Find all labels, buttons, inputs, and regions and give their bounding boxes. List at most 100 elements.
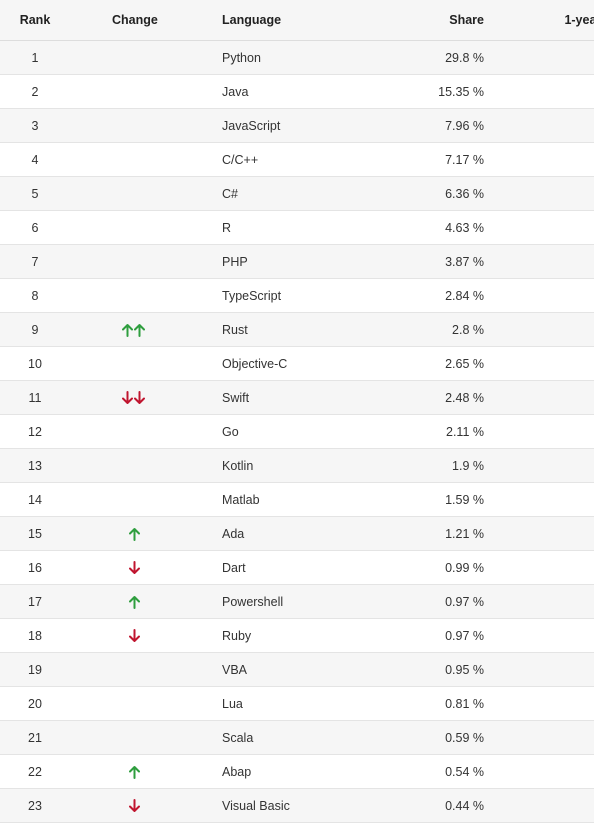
cell-change	[84, 143, 222, 177]
cell-language: Visual Basic	[222, 798, 290, 813]
cell-trend: +0.0 %	[484, 483, 594, 517]
cell-change	[84, 41, 222, 75]
cell-change	[84, 449, 222, 483]
table-row: 1 Python 29.8 %+1.7 %	[0, 40, 594, 75]
cell-change	[84, 313, 222, 347]
cell-trend: -1.0 %	[484, 109, 594, 143]
cell-change	[84, 585, 222, 619]
cell-language: PHP	[222, 254, 248, 269]
cell-share: 6.36 %	[445, 186, 484, 201]
change-indicator	[122, 390, 145, 405]
cell-trend: -0.5 %	[484, 75, 594, 109]
table-row: 19 VBA 0.95 %+0.1 %	[0, 652, 594, 687]
arrow-down-icon	[129, 628, 140, 642]
cell-change	[84, 789, 222, 823]
cell-share: 15.35 %	[438, 84, 484, 99]
cell-language: Abap	[222, 764, 252, 779]
cell-change	[84, 551, 222, 585]
cell-language: Java	[222, 84, 249, 99]
cell-rank: 6	[31, 220, 39, 235]
cell-share: 7.17 %	[445, 152, 484, 167]
arrow-up-icon	[134, 323, 145, 337]
cell-language: Rust	[222, 322, 248, 337]
cell-share: 2.8 %	[452, 322, 484, 337]
cell-language: Ruby	[222, 628, 252, 643]
cell-share: 0.44 %	[445, 798, 484, 813]
table-row: 15 Ada 1.21 %+0.2 %	[0, 516, 594, 551]
cell-rank: 2	[31, 84, 39, 99]
change-indicator	[122, 323, 145, 337]
cell-language: Dart	[222, 560, 246, 575]
cell-share: 1.21 %	[445, 526, 484, 541]
cell-trend: -0.1 %	[484, 551, 594, 585]
cell-rank: 13	[28, 458, 42, 473]
cell-change	[84, 687, 222, 721]
arrow-up-icon	[122, 323, 133, 337]
cell-trend: +0.0 %	[484, 211, 594, 245]
cell-language: Objective-C	[222, 356, 288, 371]
cell-change	[84, 245, 222, 279]
cell-share: 2.84 %	[445, 288, 484, 303]
cell-rank: 15	[28, 526, 42, 541]
table-row: 20 Lua 0.81 %+0.1 %	[0, 686, 594, 721]
cell-change	[84, 517, 222, 551]
cell-language: Swift	[222, 390, 250, 405]
arrow-down-icon	[129, 560, 140, 574]
cell-trend: -0.3 %	[484, 177, 594, 211]
cell-rank: 16	[28, 560, 42, 575]
cell-trend: -0.1 %	[484, 789, 594, 823]
header-rank[interactable]: Rank	[0, 0, 84, 41]
table-row: 16 Dart 0.99 %-0.1 %	[0, 550, 594, 585]
cell-trend: -0.2 %	[484, 381, 594, 415]
cell-language: VBA	[222, 662, 248, 677]
cell-change	[84, 755, 222, 789]
header-language[interactable]: Language	[222, 0, 392, 41]
cell-rank: 5	[31, 186, 39, 201]
cell-change	[84, 109, 222, 143]
table-row: 5 C# 6.36 %-0.3 %	[0, 176, 594, 211]
cell-trend: -0.0 %	[484, 721, 594, 755]
change-indicator	[129, 560, 140, 575]
cell-trend: +0.5 %	[484, 313, 594, 347]
table-row: 14 Matlab 1.59 %+0.0 %	[0, 482, 594, 517]
cell-trend: -0.0 %	[484, 415, 594, 449]
table-header: Rank Change Language Share 1-year trend	[0, 0, 594, 41]
cell-trend: +0.2 %	[484, 517, 594, 551]
cell-share: 2.11 %	[446, 424, 484, 439]
cell-language: C#	[222, 186, 238, 201]
header-trend[interactable]: 1-year trend	[484, 0, 594, 41]
cell-share: 4.63 %	[445, 220, 484, 235]
cell-change	[84, 721, 222, 755]
cell-language: TypeScript	[222, 288, 282, 303]
cell-rank: 14	[28, 492, 42, 507]
cell-share: 7.96 %	[445, 118, 484, 133]
table-row: 7 PHP 3.87 %-0.6 %	[0, 244, 594, 279]
table-row: 17 Powershell 0.97 %+0.0 %	[0, 584, 594, 619]
cell-language: Go	[222, 424, 239, 439]
cell-share: 0.59 %	[445, 730, 484, 745]
cell-change	[84, 177, 222, 211]
table-row: 11 Swift 2.48 %-0.2 %	[0, 380, 594, 415]
cell-rank: 8	[31, 288, 39, 303]
cell-change	[84, 483, 222, 517]
change-indicator	[129, 595, 140, 609]
cell-language: Matlab	[222, 492, 260, 507]
cell-share: 0.97 %	[445, 594, 484, 609]
header-change[interactable]: Change	[84, 0, 222, 41]
cell-change	[84, 347, 222, 381]
cell-trend: +0.3 %	[484, 143, 594, 177]
cell-trend: +1.7 %	[484, 41, 594, 75]
cell-share: 1.59 %	[445, 492, 484, 507]
header-row: Rank Change Language Share 1-year trend	[0, 0, 594, 41]
arrow-down-icon	[134, 390, 145, 404]
cell-share: 1.9 %	[452, 458, 484, 473]
cell-share: 3.87 %	[445, 254, 484, 269]
cell-share: 0.97 %	[445, 628, 484, 643]
arrow-up-icon	[129, 765, 140, 779]
cell-language: Python	[222, 50, 261, 65]
header-share[interactable]: Share	[392, 0, 484, 41]
change-indicator	[129, 765, 140, 779]
cell-language: Kotlin	[222, 458, 254, 473]
cell-change	[84, 211, 222, 245]
